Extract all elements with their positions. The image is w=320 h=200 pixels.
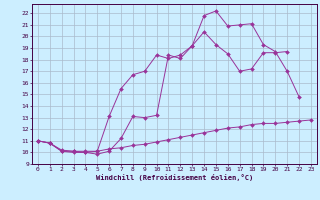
X-axis label: Windchill (Refroidissement éolien,°C): Windchill (Refroidissement éolien,°C) — [96, 174, 253, 181]
